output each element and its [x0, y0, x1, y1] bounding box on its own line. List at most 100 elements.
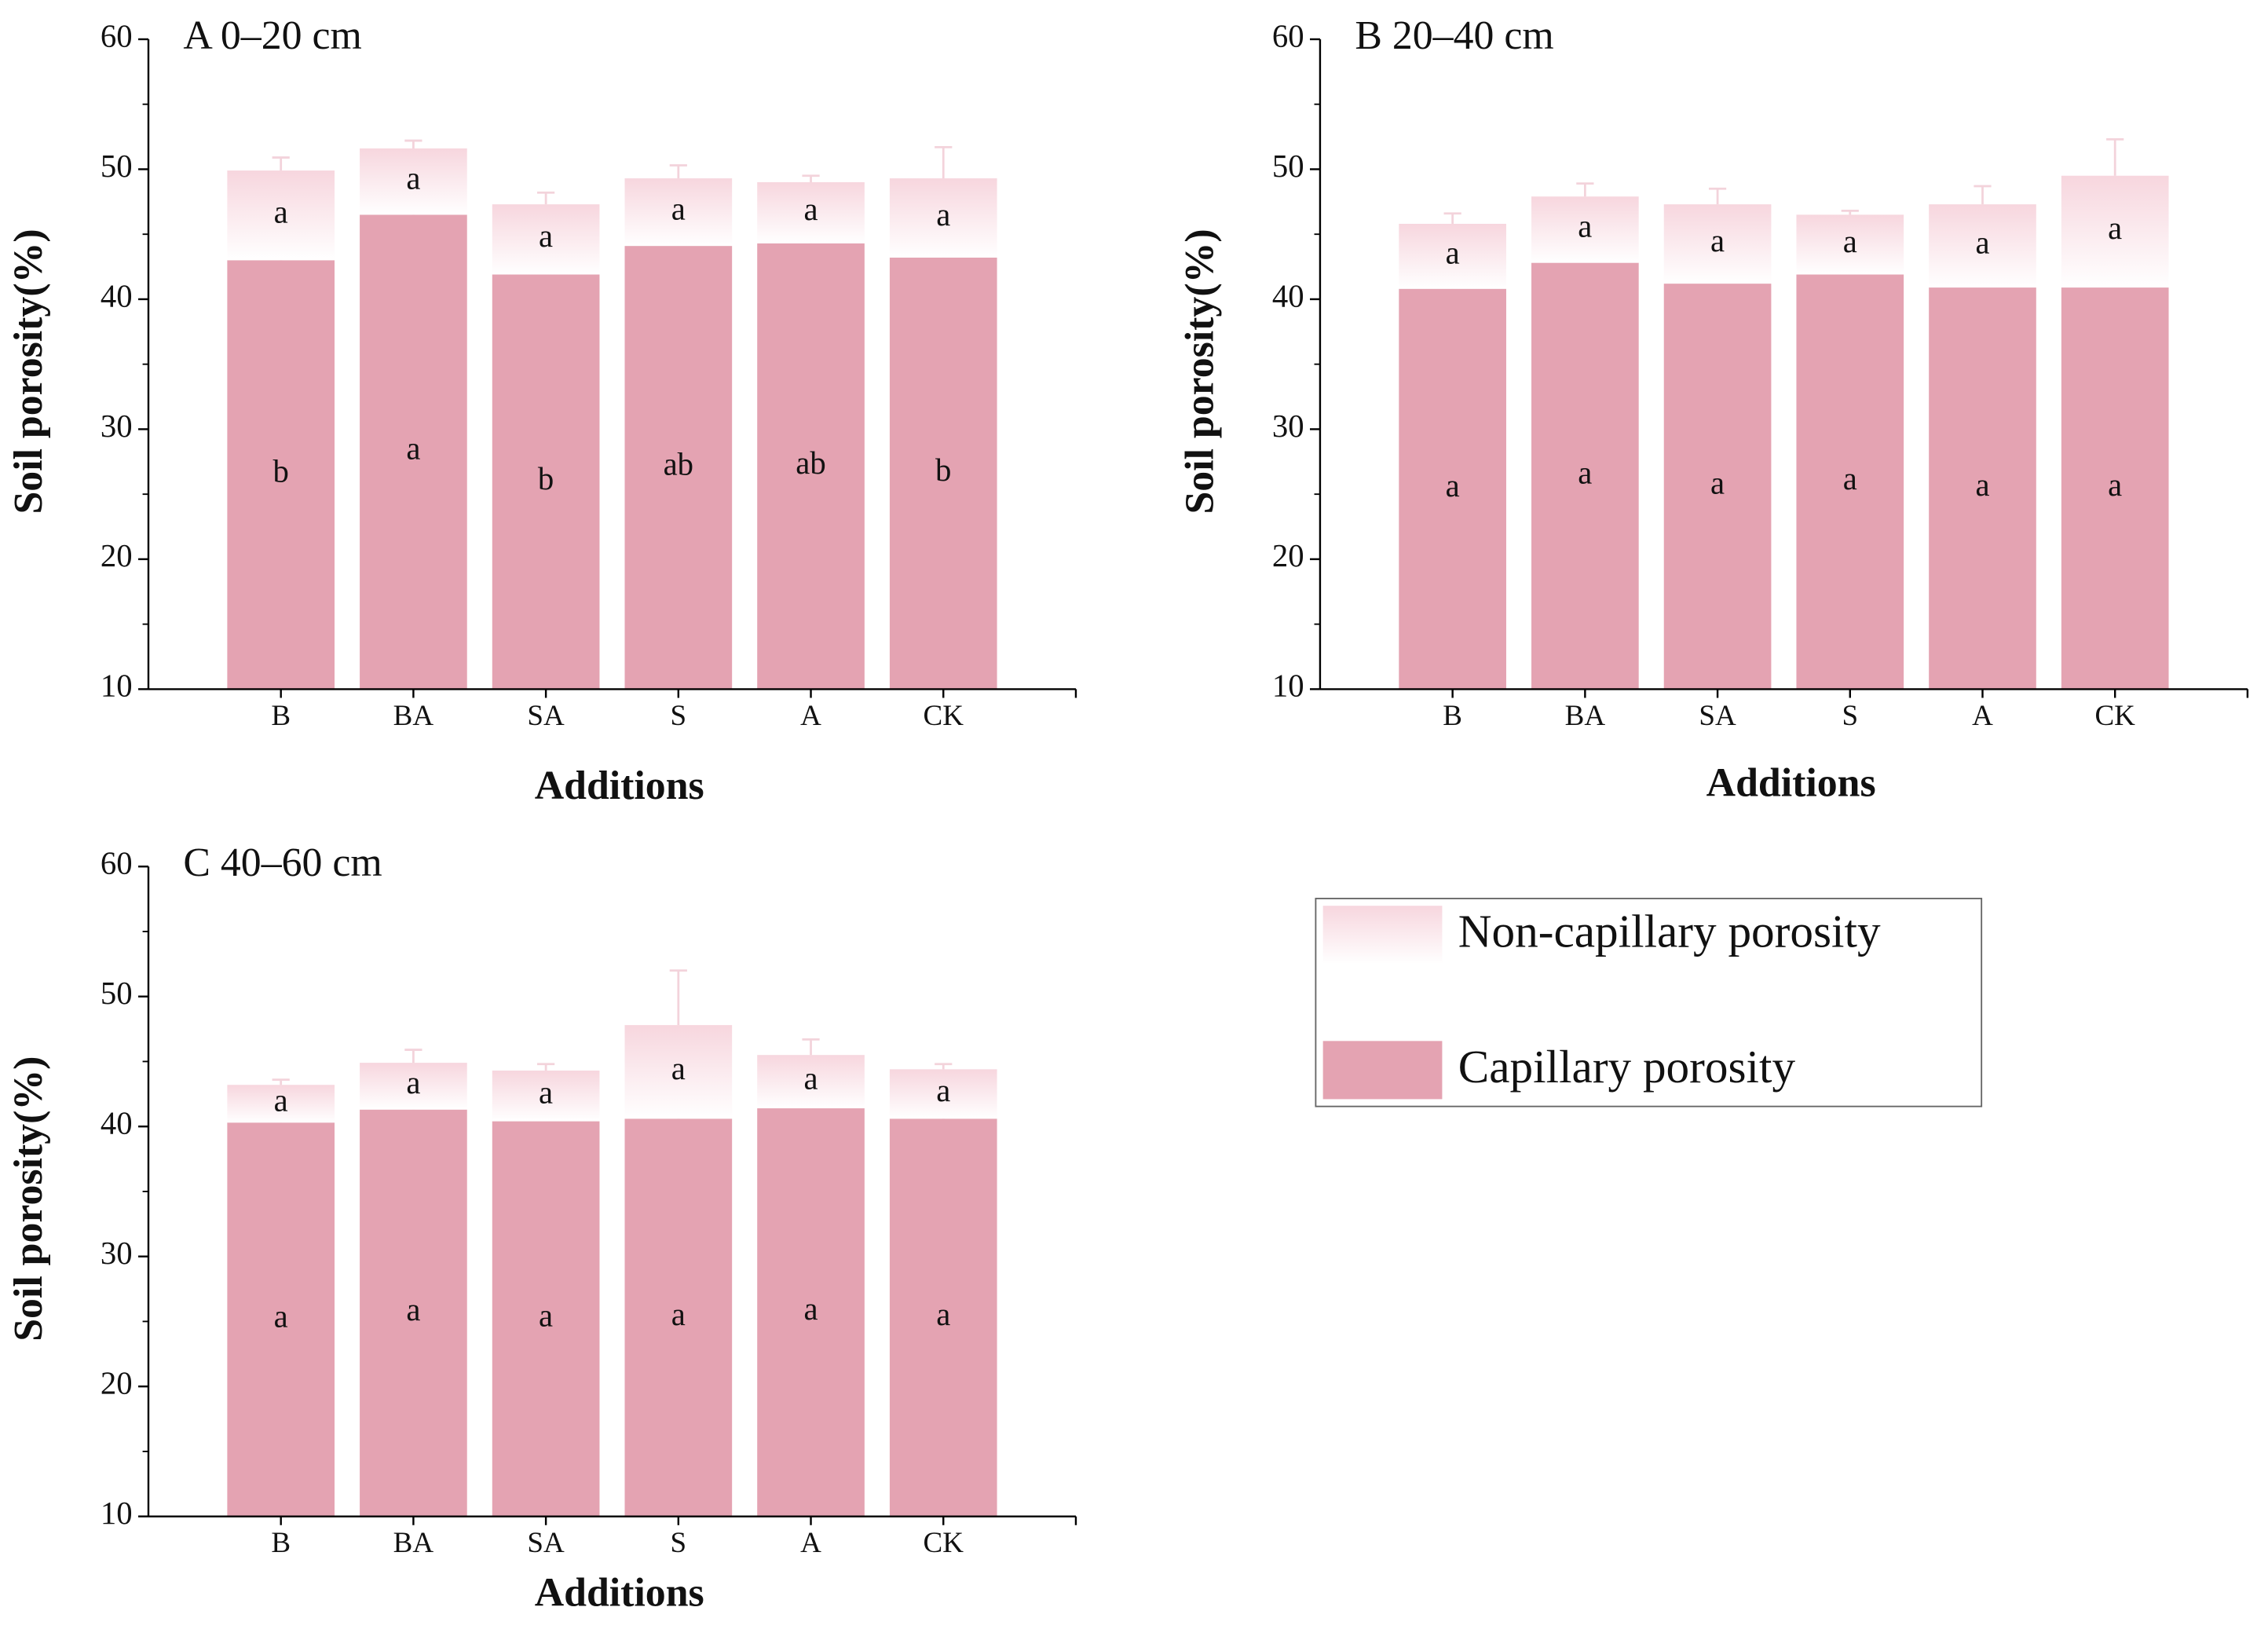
bar-segment: [757, 1108, 865, 1517]
y-tick-label: 20: [101, 1366, 133, 1401]
y-axis-label: Soil porosity(%): [6, 229, 51, 514]
y-tick-label: 10: [1272, 668, 1304, 704]
significance-label: a: [1843, 461, 1857, 496]
bar-segment: [757, 243, 865, 690]
significance-label: a: [406, 161, 420, 196]
bar-segment: [227, 1122, 335, 1517]
significance-label: a: [539, 218, 553, 254]
significance-label: ab: [664, 447, 693, 482]
x-tick-label: B: [271, 1527, 291, 1559]
y-tick-label: 50: [101, 976, 133, 1011]
x-tick-label: SA: [1699, 700, 1736, 732]
legend-label: Non-capillary porosity: [1458, 906, 1881, 957]
chart-title: A 0–20 cm: [183, 13, 361, 58]
significance-label: a: [1975, 467, 1989, 503]
bar-segment: [1663, 284, 1772, 690]
significance-label: a: [1446, 236, 1460, 271]
significance-label: a: [1578, 455, 1592, 490]
significance-label: a: [1975, 225, 1989, 260]
bar-segment: [1531, 196, 1639, 263]
legend-swatch: [1322, 906, 1443, 965]
bar-segment: [360, 148, 467, 215]
significance-label: a: [1710, 466, 1725, 501]
significance-label: b: [538, 461, 554, 496]
bar-segment: [1399, 288, 1506, 690]
x-tick-label: CK: [924, 700, 964, 732]
significance-label: a: [1710, 223, 1725, 258]
y-tick-label: 50: [1272, 148, 1304, 184]
y-tick-label: 20: [1272, 538, 1304, 573]
significance-label: a: [671, 191, 686, 226]
x-tick-label: S: [1842, 700, 1858, 732]
bar-segment: [889, 178, 997, 258]
y-tick-label: 60: [101, 846, 133, 881]
chart-title: C 40–60 cm: [183, 840, 382, 885]
bar-segment: [227, 1085, 335, 1123]
y-tick-label: 40: [101, 1106, 133, 1141]
legend-swatch: [1322, 1041, 1443, 1100]
significance-label: a: [1843, 224, 1857, 259]
y-tick-label: 20: [101, 538, 133, 573]
significance-label: a: [803, 192, 818, 227]
significance-label: a: [406, 1292, 420, 1327]
significance-label: a: [539, 1075, 553, 1111]
y-tick-label: 60: [101, 18, 133, 53]
bar-segment: [492, 204, 600, 275]
bar-segment: [624, 1025, 733, 1119]
significance-label: a: [936, 1297, 950, 1332]
significance-label: a: [2108, 467, 2122, 503]
bar-segment: [2061, 287, 2169, 690]
x-axis-label: Additions: [535, 763, 704, 808]
bar-segment: [757, 1055, 865, 1109]
bar-segment: [1796, 274, 1904, 690]
bar-segment: [227, 260, 335, 690]
legend-label: Capillary porosity: [1458, 1041, 1796, 1093]
bar-segment: [624, 1118, 733, 1517]
significance-label: a: [936, 1073, 950, 1108]
significance-label: a: [1578, 209, 1592, 244]
bar-segment: [889, 1118, 997, 1517]
bar-segment: [624, 178, 733, 247]
y-tick-label: 60: [1272, 18, 1304, 53]
bar-segment: [757, 182, 865, 243]
bar-segment: [227, 170, 335, 261]
significance-label: a: [274, 1298, 288, 1334]
significance-label: a: [274, 195, 288, 230]
x-tick-label: S: [671, 1527, 687, 1559]
significance-label: a: [2108, 210, 2122, 246]
y-tick-label: 30: [101, 408, 133, 444]
x-tick-label: SA: [527, 1527, 565, 1559]
x-tick-label: BA: [393, 700, 434, 732]
bar-segment: [1531, 262, 1639, 690]
y-tick-label: 30: [1272, 408, 1304, 444]
bar-segment: [492, 1071, 600, 1122]
x-tick-label: A: [800, 1527, 821, 1559]
y-axis-label: Soil porosity(%): [1178, 229, 1223, 514]
bar-segment: [624, 246, 733, 690]
y-tick-label: 30: [101, 1235, 133, 1271]
bar-segment: [360, 1063, 467, 1110]
legend: Non-capillary porosity Capillary porosit…: [1315, 898, 1983, 1107]
x-tick-label: S: [671, 700, 687, 732]
x-tick-label: B: [1443, 700, 1462, 732]
y-tick-label: 40: [101, 278, 133, 313]
y-tick-label: 10: [101, 1495, 133, 1531]
significance-label: a: [539, 1298, 553, 1333]
significance-label: a: [803, 1291, 818, 1327]
significance-label: ab: [796, 445, 825, 481]
x-tick-label: A: [1972, 700, 1993, 732]
significance-label: b: [935, 452, 951, 488]
bar-segment: [492, 274, 600, 690]
significance-label: a: [406, 431, 420, 467]
bar-segment: [1929, 204, 2036, 288]
significance-label: a: [1446, 468, 1460, 503]
significance-label: a: [803, 1060, 818, 1096]
x-tick-label: A: [800, 700, 821, 732]
bar-segment: [492, 1121, 600, 1517]
x-tick-label: SA: [527, 700, 565, 732]
x-tick-label: CK: [924, 1527, 964, 1559]
